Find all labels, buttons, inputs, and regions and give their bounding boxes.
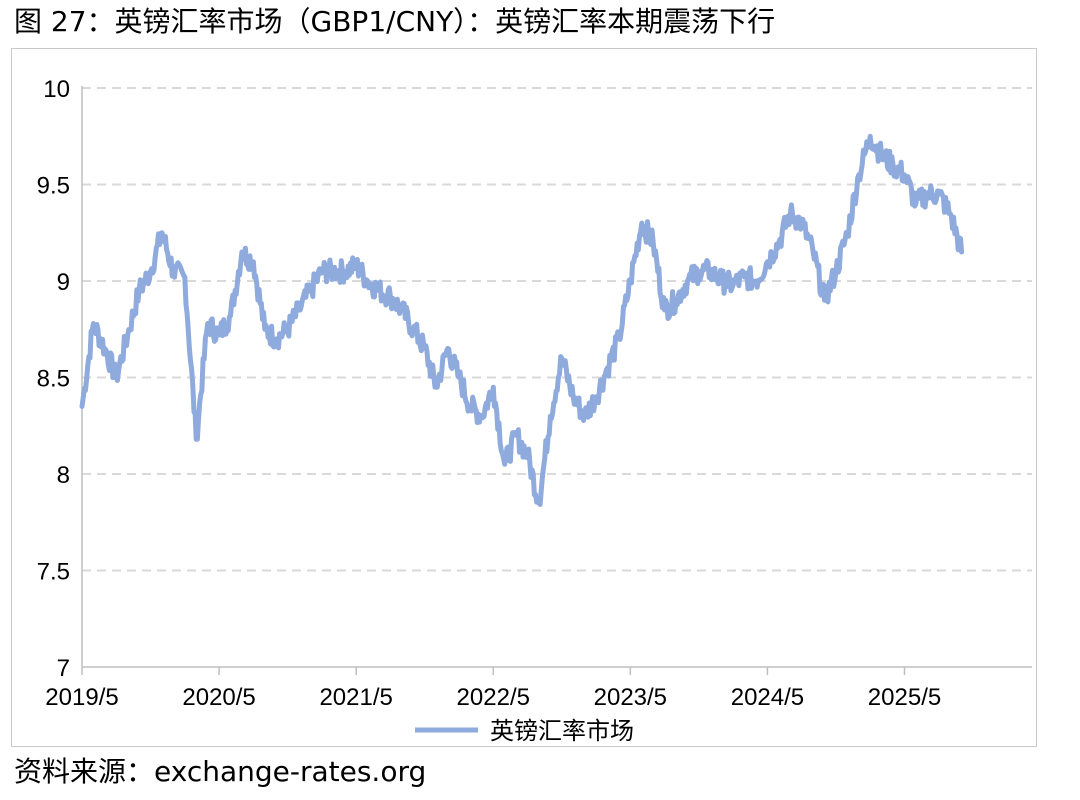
y-tick-label: 10 <box>43 76 70 103</box>
x-tick-label: 2021/5 <box>319 684 392 711</box>
y-tick-label: 7.5 <box>37 559 70 586</box>
legend-label: 英镑汇率市场 <box>490 717 634 745</box>
plot-frame <box>11 48 1037 747</box>
series-line-0 <box>79 133 965 507</box>
y-tick-label: 8.5 <box>37 366 70 393</box>
y-tick-label: 9.5 <box>37 173 70 200</box>
x-tick-label: 2024/5 <box>731 684 804 711</box>
x-tick-label: 2022/5 <box>457 684 530 711</box>
figure-title: 图 27：英镑汇率市场（GBP1/CNY）：英镑汇率本期震荡下行 <box>14 5 776 38</box>
x-tick-label: 2019/5 <box>45 684 118 711</box>
x-tick-label: 2020/5 <box>182 684 255 711</box>
y-tick-label: 8 <box>57 462 70 489</box>
y-tick-label: 9 <box>57 269 70 296</box>
x-tick-label: 2023/5 <box>594 684 667 711</box>
source-note: 资料来源：exchange-rates.org <box>14 755 427 788</box>
x-tick-label: 2025/5 <box>868 684 941 711</box>
y-tick-label: 7 <box>57 655 70 682</box>
